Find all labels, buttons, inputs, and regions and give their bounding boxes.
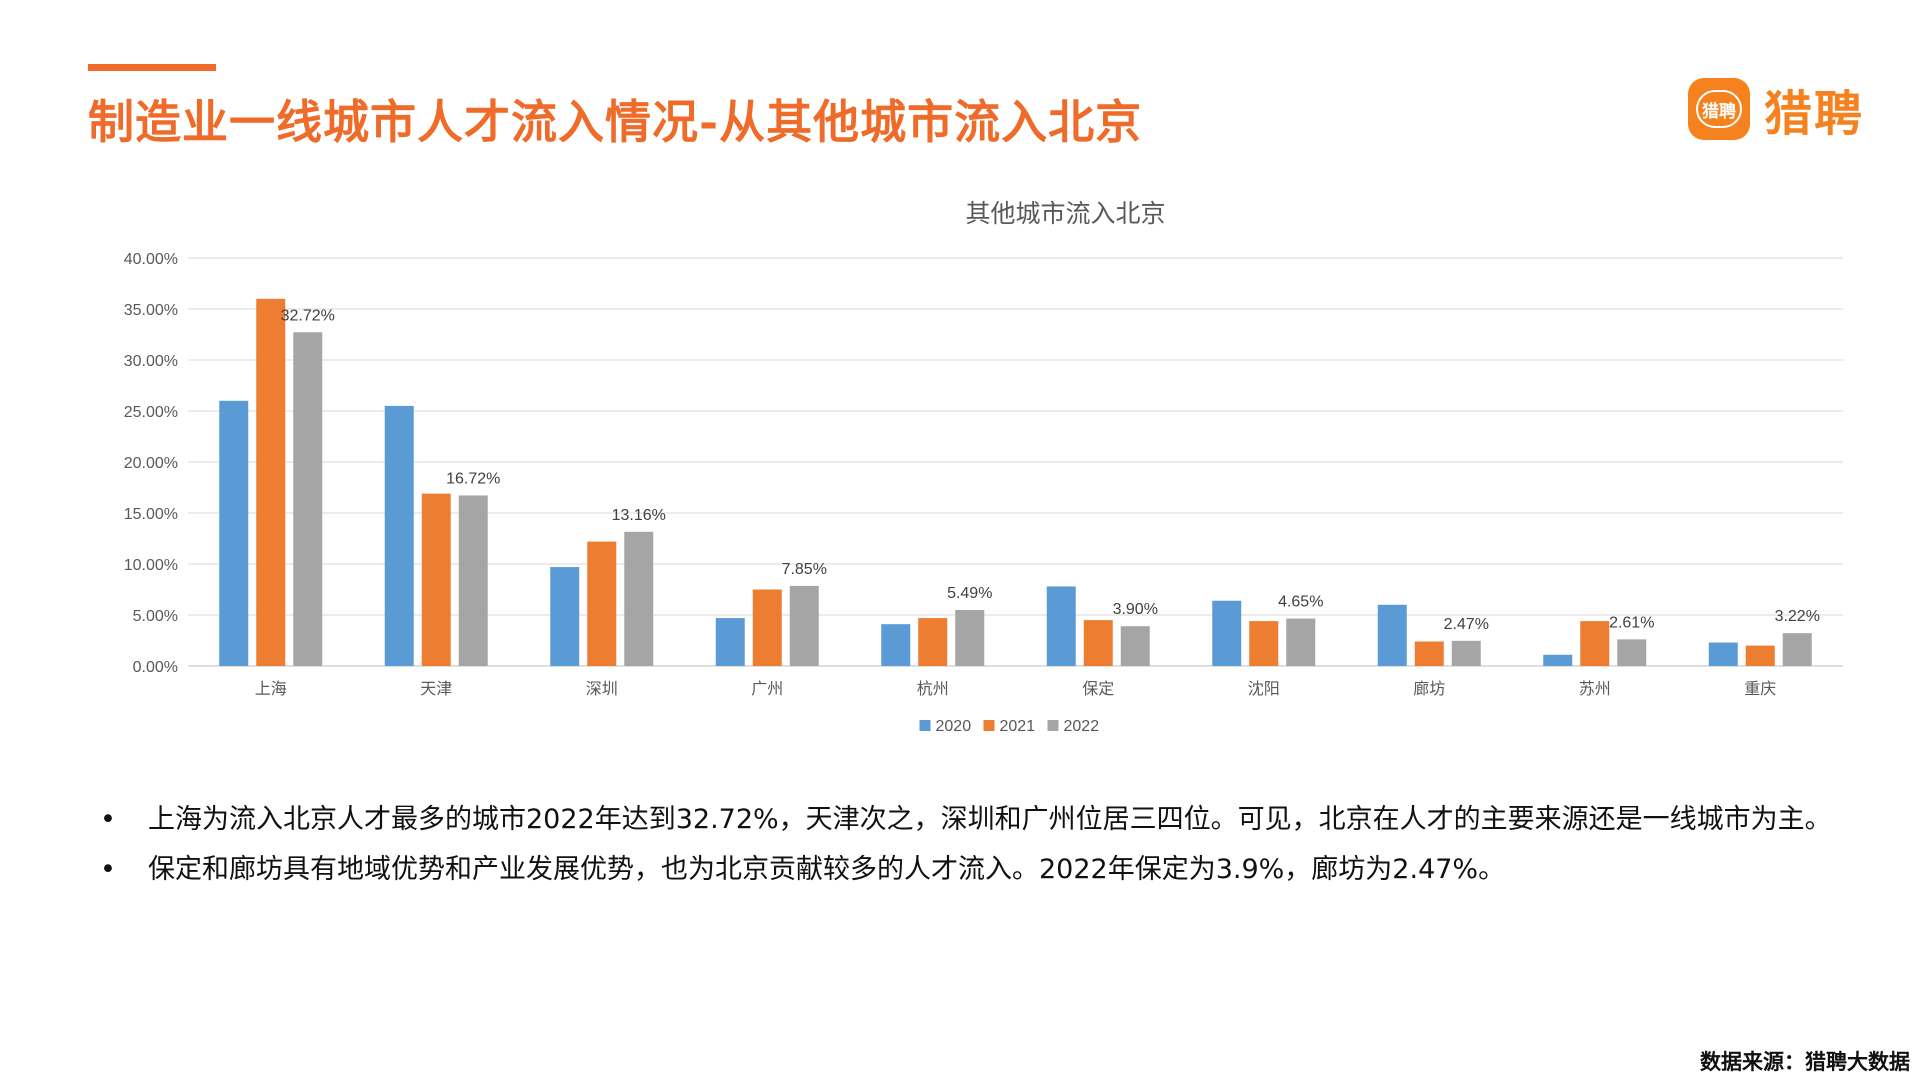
bullet-list: • 上海为流入北京人才最多的城市2022年达到32.72%，天津次之，深圳和广州… xyxy=(96,795,1856,895)
bar-2020 xyxy=(881,624,911,666)
bar-2022 xyxy=(1451,640,1481,666)
title-accent-bar xyxy=(88,64,216,71)
bar-2020 xyxy=(1212,600,1242,666)
legend-label: 2022 xyxy=(1064,718,1100,735)
data-label: 2.61% xyxy=(1609,614,1654,631)
bar-chart: 其他城市流入北京 0.00% 5.00% 10.00% 15.00% 20.00% 25.0… xyxy=(0,180,1920,750)
bar-2021 xyxy=(1414,641,1444,666)
bar-2021 xyxy=(587,541,617,666)
data-label: 2.47% xyxy=(1444,616,1489,633)
bar-2022 xyxy=(1286,618,1316,666)
x-tick-label: 沈阳 xyxy=(1248,679,1280,698)
bar-2020 xyxy=(1708,642,1738,666)
bar-2022 xyxy=(1782,633,1812,666)
bar-2020 xyxy=(1046,586,1076,666)
bar-2021 xyxy=(918,618,948,666)
data-label: 32.72% xyxy=(281,307,335,324)
y-tick-label: 35.00% xyxy=(124,302,178,319)
chart-title: 其他城市流入北京 xyxy=(965,199,1165,228)
bar-2020 xyxy=(384,405,414,666)
bar-2021 xyxy=(752,589,782,666)
y-tick-label: 10.00% xyxy=(124,557,178,574)
bar-2021 xyxy=(1083,620,1113,666)
y-tick-label: 0.00% xyxy=(133,659,178,676)
x-tick-label: 深圳 xyxy=(586,679,618,698)
bullet-text: 保定和廊坊具有地域优势和产业发展优势，也为北京贡献较多的人才流入。2022年保定… xyxy=(148,854,1506,885)
data-label: 5.49% xyxy=(947,585,992,602)
x-tick-label: 苏州 xyxy=(1579,679,1611,698)
bar-2022 xyxy=(955,610,985,666)
legend-label: 2021 xyxy=(1000,718,1036,735)
bullet-text: 上海为流入北京人才最多的城市2022年达到32.72%，天津次之，深圳和广州位居… xyxy=(148,804,1832,835)
data-label: 13.16% xyxy=(612,507,666,524)
data-label: 16.72% xyxy=(446,470,500,487)
x-tick-label: 天津 xyxy=(420,679,452,698)
y-tick-label: 25.00% xyxy=(124,404,178,421)
bar-2020 xyxy=(550,567,580,666)
y-tick-label: 30.00% xyxy=(124,353,178,370)
y-tick-label: 15.00% xyxy=(124,506,178,523)
liepin-logo: 猎聘 猎聘 xyxy=(1688,76,1864,142)
data-label: 7.85% xyxy=(782,561,827,578)
data-source-note: 数据来源：猎聘大数据 xyxy=(1700,1049,1910,1074)
y-tick-label: 40.00% xyxy=(124,251,178,268)
legend-label: 2020 xyxy=(936,718,972,735)
bar-2022 xyxy=(1120,626,1150,666)
bullet-item: • 上海为流入北京人才最多的城市2022年达到32.72%，天津次之，深圳和广州… xyxy=(96,795,1856,845)
bar-2022 xyxy=(789,585,819,666)
y-tick-label: 5.00% xyxy=(133,608,178,625)
data-label: 3.22% xyxy=(1775,608,1820,625)
y-tick-label: 20.00% xyxy=(124,455,178,472)
bullet-marker: • xyxy=(100,854,116,885)
bar-2021 xyxy=(1580,621,1610,666)
x-tick-label: 上海 xyxy=(255,679,287,698)
bar-2022 xyxy=(1617,639,1647,666)
bar-2021 xyxy=(1249,621,1279,666)
legend-swatch-2020 xyxy=(919,720,931,731)
x-tick-label: 广州 xyxy=(751,679,783,698)
bar-2020 xyxy=(1543,654,1573,666)
x-tick-label: 保定 xyxy=(1082,679,1114,698)
legend-swatch-2022 xyxy=(1047,720,1059,731)
bar-2021 xyxy=(1745,645,1775,666)
bar-2022 xyxy=(458,495,488,666)
x-tick-label: 重庆 xyxy=(1744,679,1776,698)
logo-badge-icon: 猎聘 xyxy=(1688,78,1750,140)
bar-chart-svg: 其他城市流入北京 0.00% 5.00% 10.00% 15.00% 20.00% 25.0… xyxy=(124,199,1843,735)
bullet-marker: • xyxy=(100,804,116,835)
bar-2020 xyxy=(1377,604,1407,666)
logo-brand-text: 猎聘 xyxy=(1764,86,1865,142)
bullet-item: • 保定和廊坊具有地域优势和产业发展优势，也为北京贡献较多的人才流入。2022年… xyxy=(96,845,1856,895)
x-tick-label: 廊坊 xyxy=(1413,679,1445,698)
data-label: 4.65% xyxy=(1278,594,1323,611)
data-label: 3.90% xyxy=(1113,601,1158,618)
bar-2021 xyxy=(256,298,286,666)
bar-2022 xyxy=(293,332,323,666)
bar-2020 xyxy=(715,618,745,666)
bar-2021 xyxy=(421,493,451,666)
bar-2022 xyxy=(624,531,654,666)
legend-swatch-2021 xyxy=(983,720,995,731)
logo-badge-text: 猎聘 xyxy=(1696,90,1742,128)
page-title: 制造业一线城市人才流入情况-从其他城市流入北京 xyxy=(88,95,1143,149)
x-tick-label: 杭州 xyxy=(917,679,949,698)
bar-2020 xyxy=(219,400,249,666)
